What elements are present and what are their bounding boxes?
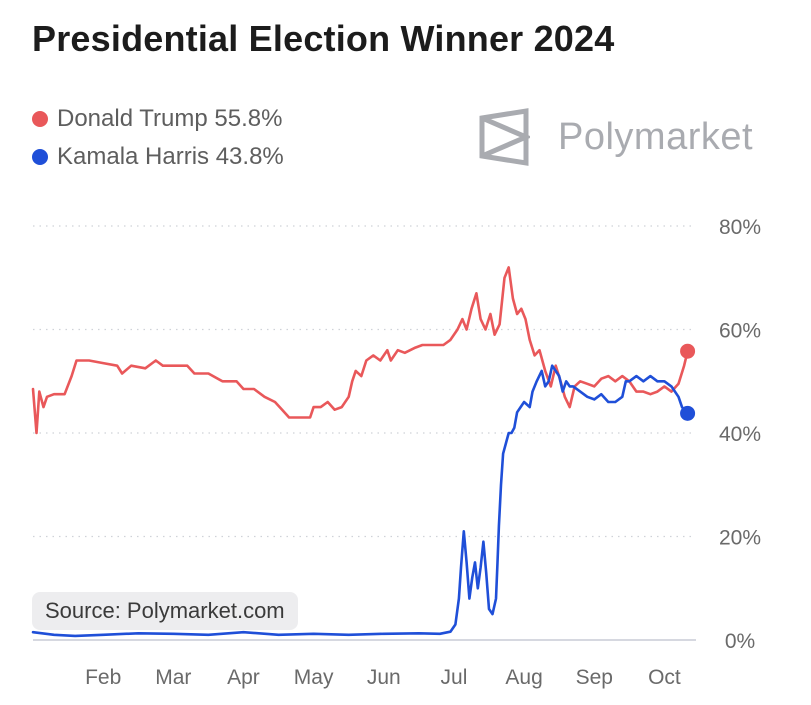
x-tick-label: Mar xyxy=(155,666,191,689)
source-label: Source: Polymarket.com xyxy=(32,592,298,630)
y-tick-label: 0% xyxy=(725,630,755,653)
y-tick-label: 20% xyxy=(719,527,761,550)
legend-dot-icon xyxy=(32,111,48,127)
x-tick-label: Apr xyxy=(227,666,260,689)
brand: Polymarket xyxy=(478,108,753,166)
series-end-marker xyxy=(680,343,696,359)
x-tick-label: Aug xyxy=(505,666,542,689)
y-tick-label: 80% xyxy=(719,216,761,239)
chart-title: Presidential Election Winner 2024 xyxy=(32,18,615,59)
x-tick-label: Sep xyxy=(576,666,613,689)
x-tick-label: Jul xyxy=(441,666,468,689)
legend-item-harris: Kamala Harris 43.8% xyxy=(32,138,284,176)
legend-label-harris: Kamala Harris 43.8% xyxy=(57,143,284,170)
y-tick-label: 40% xyxy=(719,423,761,446)
series-line-kamala-harris xyxy=(31,364,689,638)
x-tick-label: Oct xyxy=(648,666,681,689)
y-tick-label: 60% xyxy=(719,320,761,343)
x-tick-label: Feb xyxy=(85,666,121,689)
legend-dot-icon xyxy=(32,149,48,165)
x-tick-label: Jun xyxy=(367,666,401,689)
legend-label-trump: Donald Trump 55.8% xyxy=(57,105,283,132)
series-line-donald-trump xyxy=(31,266,689,435)
x-tick-label: May xyxy=(294,666,334,689)
brand-name: Polymarket xyxy=(558,115,754,158)
polymarket-logo-icon xyxy=(479,108,530,166)
legend: Donald Trump 55.8% Kamala Harris 43.8% xyxy=(32,100,284,176)
series-end-marker xyxy=(680,405,696,421)
legend-item-trump: Donald Trump 55.8% xyxy=(32,100,284,138)
